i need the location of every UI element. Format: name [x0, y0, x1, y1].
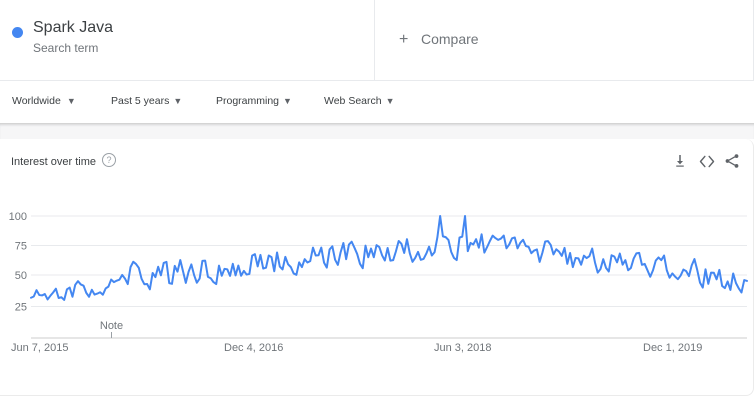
svg-text:50: 50	[15, 270, 27, 282]
svg-text:Jun 3, 2018: Jun 3, 2018	[434, 342, 492, 354]
svg-text:Dec 4, 2016: Dec 4, 2016	[224, 342, 283, 354]
svg-text:Jun 7, 2015: Jun 7, 2015	[11, 342, 69, 354]
svg-text:25: 25	[15, 302, 27, 314]
svg-text:Note: Note	[100, 320, 123, 332]
svg-text:75: 75	[15, 241, 27, 253]
svg-text:100: 100	[9, 211, 27, 223]
svg-text:Dec 1, 2019: Dec 1, 2019	[643, 342, 702, 354]
